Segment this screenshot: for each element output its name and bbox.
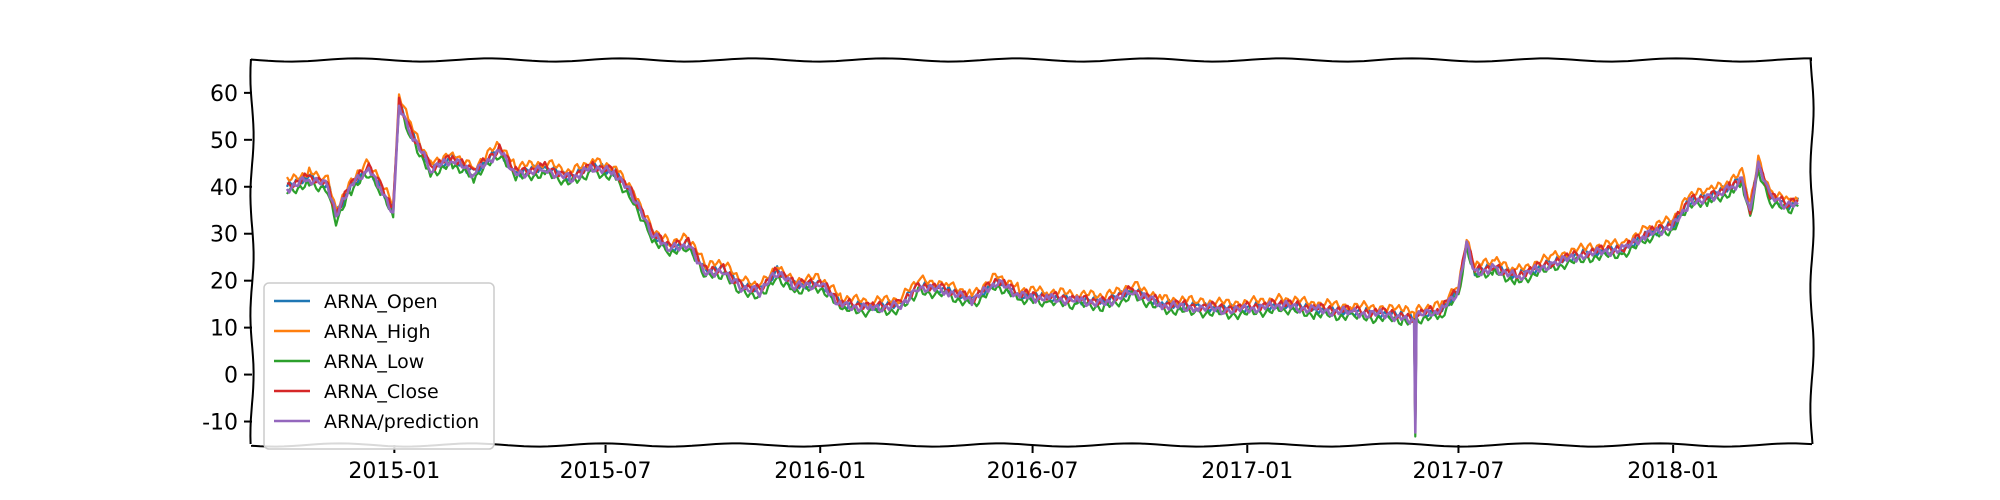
legend-label: ARNA_Low	[324, 351, 424, 373]
y-tick-label: 20	[210, 270, 238, 295]
y-tick-label: 60	[210, 82, 238, 107]
x-tick-label: 2015-01	[348, 459, 440, 484]
x-axis: 2015-01 2015-07 2016-01 2016-07 2017-01 2017-…	[348, 445, 1719, 484]
series-line-arna-prediction	[285, 104, 1799, 434]
legend-box	[263, 282, 495, 450]
legend-label: ARNA/prediction	[324, 411, 479, 433]
x-tick-label: 2016-01	[774, 459, 866, 484]
y-axis: 60 50 40 30 20 10 0 -10	[202, 82, 252, 436]
frame-left	[249, 59, 255, 445]
frame-right	[1809, 59, 1815, 445]
legend-label: ARNA_Open	[324, 291, 438, 313]
y-tick-label: 0	[224, 364, 238, 389]
x-tick-label: 2016-07	[987, 459, 1079, 484]
x-tick-label: 2018-01	[1627, 459, 1719, 484]
y-tick-label: 30	[210, 223, 238, 248]
x-tick-label: 2017-07	[1413, 459, 1505, 484]
y-tick-label: -10	[202, 411, 238, 436]
axes-frame	[249, 57, 1815, 448]
y-tick-label: 50	[210, 129, 238, 154]
legend: ARNA_Open ARNA_High ARNA_Low ARNA_Close ARNA…	[263, 282, 495, 450]
series-line-arna-close	[286, 96, 1799, 432]
series-line-arna-low	[286, 107, 1799, 438]
x-tick-label: 2017-01	[1201, 459, 1293, 484]
frame-bottom	[251, 442, 1813, 448]
legend-label: ARNA_High	[324, 321, 431, 343]
y-tick-label: 40	[210, 176, 238, 201]
legend-label: ARNA_Close	[324, 381, 439, 403]
series-line-arna-high	[286, 93, 1799, 427]
x-tick-label: 2015-07	[560, 459, 652, 484]
series-line-arna-open	[285, 99, 1800, 432]
frame-top	[251, 57, 1812, 63]
y-tick-label: 10	[210, 317, 238, 342]
series-lines	[285, 93, 1800, 438]
